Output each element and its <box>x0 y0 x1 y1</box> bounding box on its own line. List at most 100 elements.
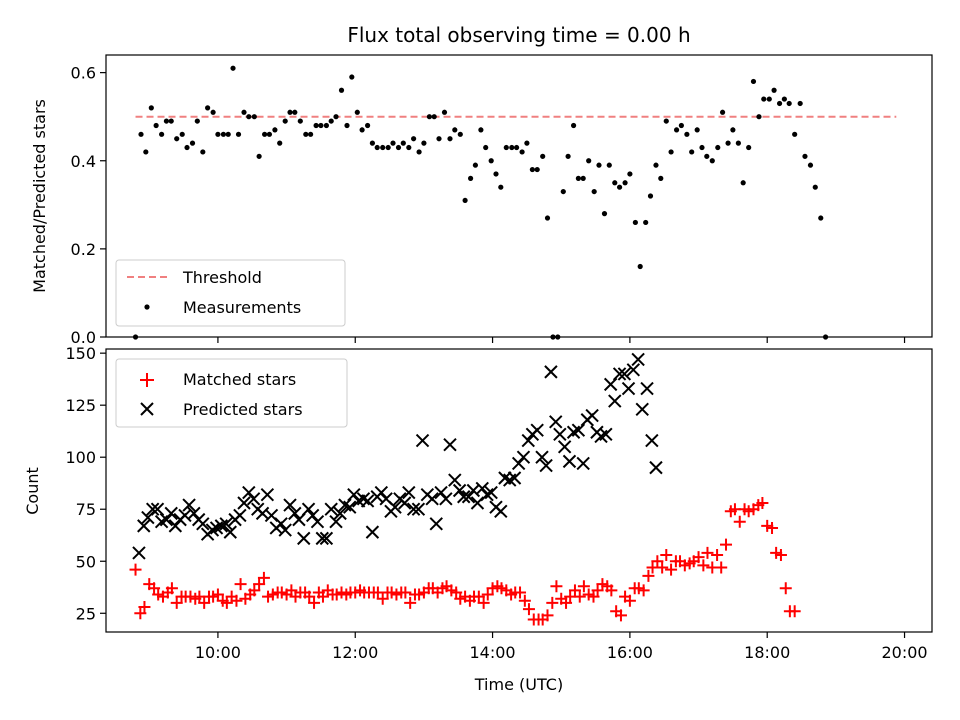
predicted-star-point <box>150 502 165 516</box>
measurement-point <box>812 184 818 190</box>
measurement-point <box>622 180 628 186</box>
matched-star-point <box>257 571 270 584</box>
measurement-point <box>750 78 757 85</box>
matched-star-point <box>211 588 224 601</box>
matched-star-point <box>715 561 728 574</box>
bottom-plot-area <box>105 348 933 633</box>
matched-star-point <box>766 521 779 534</box>
measurement-point <box>637 263 643 270</box>
predicted-star-point <box>562 454 577 469</box>
bottom-legend: Matched stars Predicted stars <box>115 358 348 428</box>
matched-star-point <box>665 563 678 576</box>
measurement-point <box>761 96 767 102</box>
matched-star-point <box>316 590 329 603</box>
predicted-star-point <box>187 506 201 521</box>
measurement-point <box>818 215 824 221</box>
top-panel: 0.0 0.2 0.4 0.6 Matched/Predicted stars Thr… <box>30 54 933 347</box>
measurement-point <box>488 158 494 164</box>
predicted-star-point <box>315 531 329 546</box>
measurement-point <box>344 122 350 129</box>
predicted-star-point <box>530 423 544 437</box>
predicted-star-point <box>164 506 178 521</box>
matched-star-point <box>165 582 178 595</box>
predicted-star-point <box>553 427 567 442</box>
x-tick-label: 14:00 <box>470 643 516 662</box>
predicted-star-point <box>343 500 357 514</box>
x-tick-label: 10:00 <box>195 643 241 662</box>
measurement-point <box>132 334 139 340</box>
predicted-star-point <box>612 367 627 381</box>
matched-star-point <box>733 515 746 528</box>
measurement-point <box>781 96 787 102</box>
predicted-star-point <box>475 481 489 496</box>
measurement-point <box>390 140 396 146</box>
x-tick-label: 16:00 <box>607 643 653 662</box>
matched-star-point <box>605 584 618 597</box>
measurement-point <box>663 118 669 124</box>
measurement-point <box>699 144 705 151</box>
measurement-point <box>462 197 468 204</box>
matched-star-point <box>170 596 183 609</box>
predicted-star-point <box>448 473 462 487</box>
predicted-star-point <box>511 456 526 471</box>
measurement-point <box>570 122 577 129</box>
matched-star-point <box>253 578 266 591</box>
measurement-point <box>544 215 551 221</box>
predicted-star-point <box>260 487 275 502</box>
measurement-point <box>287 109 293 115</box>
predicted-star-point <box>205 523 220 537</box>
measurement-point <box>168 118 174 124</box>
measurement-point <box>235 131 242 137</box>
predicted-star-point <box>365 525 380 539</box>
predicted-star-point <box>494 504 508 519</box>
measurement-point <box>534 166 540 173</box>
top-x-ticks <box>217 337 906 343</box>
bottom-panel: 25 50 75 100 125 150 10:00 12:00 14:00 16:00 18:0… <box>23 344 933 694</box>
matched-star-point <box>591 584 604 597</box>
measurement-point <box>266 131 273 137</box>
predicted-star-point <box>310 515 325 529</box>
measurement-point <box>251 114 257 120</box>
predicted-star-point <box>599 427 613 442</box>
measurement-point <box>441 109 448 115</box>
measurement-point <box>138 131 144 137</box>
measurement-point <box>586 158 592 164</box>
predicted-star-point <box>429 517 443 531</box>
measurement-point <box>689 149 695 155</box>
measurement-point <box>436 136 442 142</box>
measurement-point <box>365 122 371 129</box>
measurement-point <box>359 127 365 133</box>
measurement-point <box>529 166 535 173</box>
matched-star-point <box>230 594 243 607</box>
measurement-point <box>472 162 478 168</box>
measurement-point <box>369 140 376 146</box>
predicted-star-point <box>521 433 535 448</box>
matched-star-point <box>220 596 233 609</box>
predicted-star-point <box>461 490 476 504</box>
legend-threshold-label: Threshold <box>182 268 262 287</box>
measurement-point <box>328 118 334 124</box>
measurement-point <box>220 131 227 137</box>
measurement-point <box>735 140 741 146</box>
predicted-stars-series <box>132 352 663 560</box>
predicted-star-point <box>626 363 641 377</box>
matched-star-point <box>550 580 563 593</box>
measurement-point <box>771 87 777 93</box>
predicted-star-point <box>434 485 448 500</box>
bottom-y-axis-label: Count <box>23 467 42 515</box>
matched-star-point <box>399 586 412 599</box>
top-plot-area <box>105 54 933 338</box>
top-y-axis-label: Matched/Predicted stars <box>30 99 49 293</box>
measurement-point <box>225 131 231 137</box>
predicted-star-point <box>319 531 334 546</box>
measurement-point <box>174 136 180 142</box>
measurement-point <box>246 114 252 120</box>
measurement-point <box>730 127 736 133</box>
measurement-point <box>467 175 474 181</box>
legend-predicted-swatch <box>140 402 154 416</box>
measurement-point <box>395 144 402 151</box>
predicted-star-point <box>507 471 522 485</box>
predicted-star-point <box>196 517 210 531</box>
predicted-star-point <box>301 502 316 516</box>
predicted-star-point <box>631 352 645 367</box>
